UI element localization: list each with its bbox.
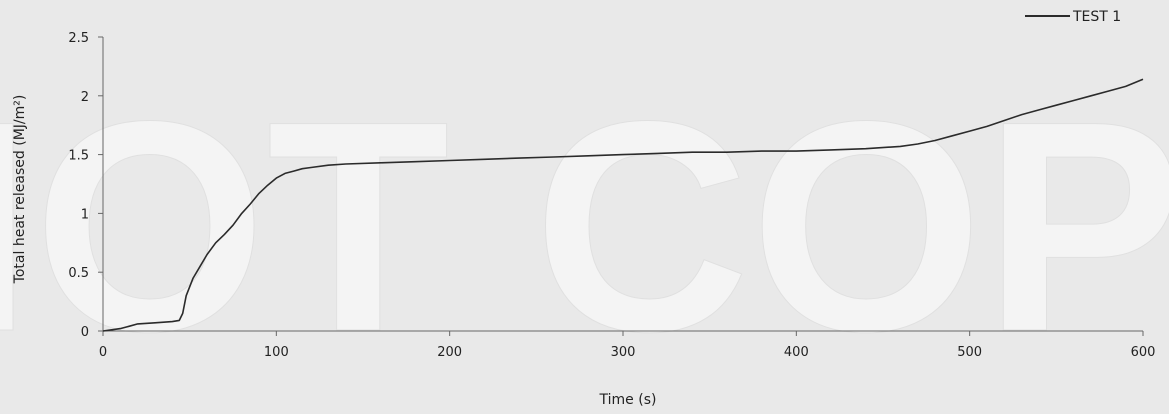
- y-tick-label: 0.5: [68, 266, 89, 281]
- x-axis-title: Time (s): [599, 392, 657, 408]
- legend-label-test-1: TEST 1: [1072, 9, 1121, 25]
- y-tick-label: 2: [81, 90, 89, 105]
- y-tick-label: 1: [81, 207, 89, 222]
- x-tick-label: 400: [784, 345, 809, 360]
- watermark-text: NOT COPY: [0, 58, 1169, 394]
- y-tick-label: 2.5: [68, 31, 89, 46]
- x-axis-ticks: 0 100 200 300 400 500 600: [99, 331, 1156, 360]
- x-tick-label: 100: [264, 345, 289, 360]
- y-axis-title: Total heat released (MJ/m²): [12, 95, 28, 285]
- x-tick-label: 300: [611, 345, 636, 360]
- watermark: NOT COPY: [0, 58, 1169, 395]
- x-tick-label: 600: [1131, 345, 1156, 360]
- x-tick-label: 0: [99, 345, 107, 360]
- y-tick-label: 1.5: [68, 149, 89, 164]
- y-axis-ticks: 0 0.5 1 1.5 2 2.5: [68, 31, 103, 340]
- series-line-test-1: [102, 78, 1144, 332]
- x-tick-label: 200: [437, 345, 462, 360]
- x-tick-label: 500: [957, 345, 982, 360]
- y-tick-label: 0: [81, 325, 89, 340]
- series-layer: [102, 78, 1144, 332]
- legend: TEST 1: [1025, 9, 1121, 25]
